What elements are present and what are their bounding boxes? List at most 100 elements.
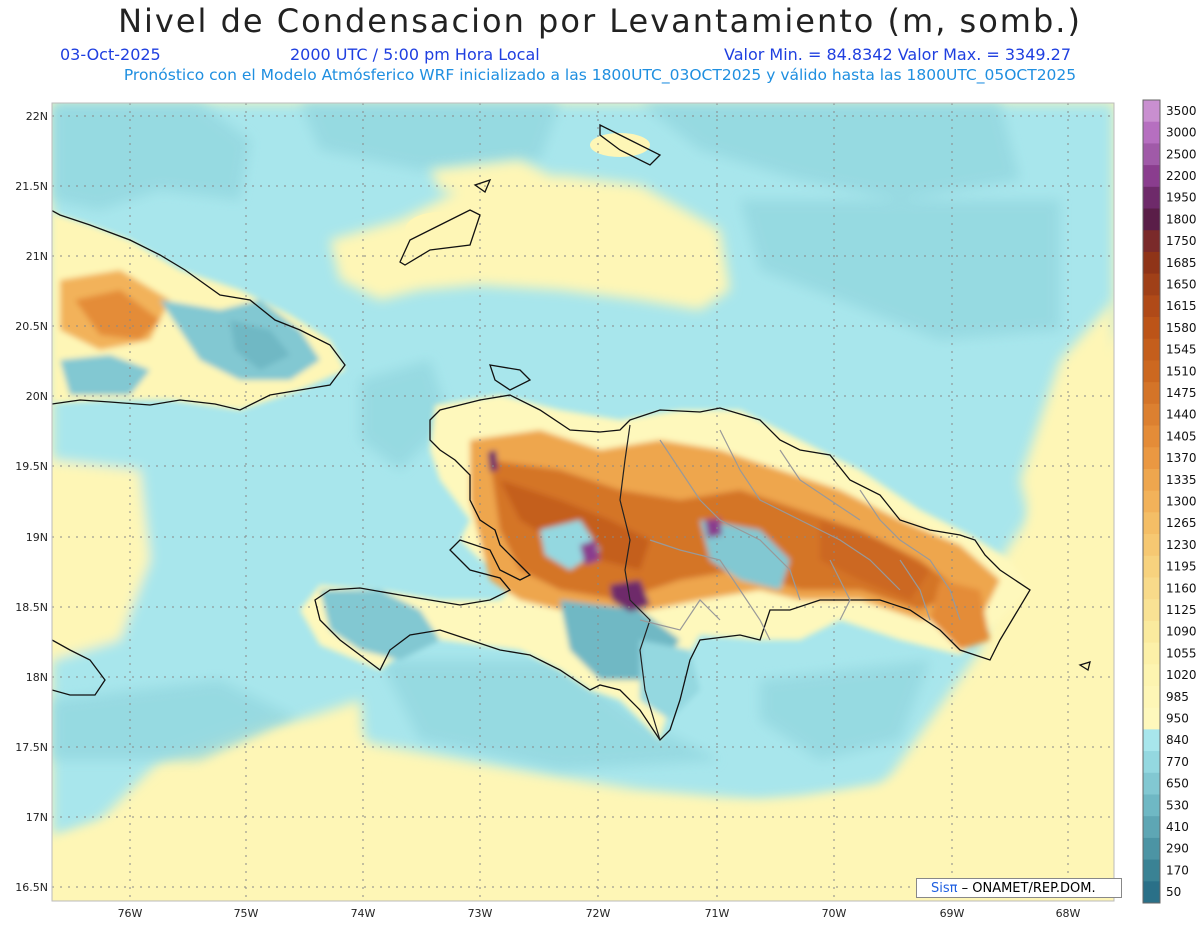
model-info-label: Pronóstico con el Modelo Atmósferico WRF… bbox=[123, 66, 1077, 84]
lat-label: 22N bbox=[26, 110, 48, 123]
colorbar-swatch bbox=[1143, 534, 1160, 557]
colorbar-label: 1335 bbox=[1166, 473, 1197, 487]
turks-caicos-coastline bbox=[599, 123, 662, 166]
time-label: 2000 UTC / 5:00 pm Hora Local bbox=[290, 45, 540, 64]
sis-logo-text: Sisπ bbox=[931, 881, 958, 896]
colorbar-swatch bbox=[1143, 642, 1160, 665]
colorbar-swatch bbox=[1143, 230, 1160, 253]
lat-label: 20.5N bbox=[15, 320, 48, 333]
colorbar-swatch bbox=[1143, 881, 1160, 904]
colorbar-swatch bbox=[1143, 447, 1160, 470]
colorbar-label: 1580 bbox=[1166, 321, 1197, 335]
colorbar-swatch bbox=[1143, 403, 1160, 427]
tortuga-coastline bbox=[489, 364, 532, 391]
lat-label: 17N bbox=[26, 811, 48, 824]
colorbar-label: 840 bbox=[1166, 733, 1189, 747]
colorbar-label: 1160 bbox=[1166, 581, 1197, 595]
colorbar-swatch bbox=[1143, 121, 1160, 144]
colorbar-label: 1800 bbox=[1166, 212, 1197, 226]
colorbar-label: 650 bbox=[1166, 777, 1189, 791]
colorbar-label: 770 bbox=[1166, 755, 1189, 769]
map-area bbox=[52, 103, 1114, 901]
colorbar-swatch bbox=[1143, 468, 1160, 492]
colorbar-swatch bbox=[1143, 186, 1160, 210]
lat-label: 19.5N bbox=[15, 460, 48, 473]
colorbar-swatch bbox=[1143, 251, 1160, 275]
credit-org: – ONAMET/REP.DOM. bbox=[957, 881, 1096, 896]
colorbar-swatch bbox=[1143, 360, 1160, 383]
colorbar-label: 3000 bbox=[1166, 126, 1197, 140]
colorbar-swatch bbox=[1143, 208, 1160, 231]
colorbar-swatch bbox=[1143, 751, 1160, 774]
colorbar-swatch bbox=[1143, 664, 1160, 687]
lon-label: 71W bbox=[705, 907, 730, 920]
colorbar-swatch bbox=[1143, 317, 1160, 340]
colorbar-label: 985 bbox=[1166, 690, 1189, 704]
colorbar-label: 950 bbox=[1166, 712, 1189, 726]
colorbar-swatch bbox=[1143, 273, 1160, 296]
map-frame bbox=[51, 102, 1115, 902]
country-border bbox=[619, 424, 661, 741]
colorbar-label: 1950 bbox=[1166, 191, 1197, 205]
province-boundaries bbox=[639, 429, 961, 641]
credit-badge: Sisπ – ONAMET/REP.DOM. bbox=[916, 878, 1122, 898]
cuba-coastline bbox=[52, 209, 346, 411]
colorbar-frame bbox=[1142, 99, 1161, 904]
colorbar-swatch bbox=[1143, 707, 1160, 730]
coastlines bbox=[52, 123, 1091, 742]
lat-label: 19N bbox=[26, 531, 48, 544]
lat-label: 18.5N bbox=[15, 601, 48, 614]
hispaniola-coastline bbox=[314, 394, 1031, 742]
colorbar-label: 1545 bbox=[1166, 343, 1197, 357]
colorbar-label: 1405 bbox=[1166, 429, 1197, 443]
lon-label: 75W bbox=[234, 907, 259, 920]
colorbar-swatch bbox=[1143, 729, 1160, 752]
inagua-coastline bbox=[399, 209, 481, 266]
colorbar-label: 290 bbox=[1166, 842, 1189, 856]
colorbar-label: 530 bbox=[1166, 798, 1189, 812]
colorbar-label: 410 bbox=[1166, 820, 1189, 834]
colorbar-label: 1685 bbox=[1166, 256, 1197, 270]
colorbar-label: 1090 bbox=[1166, 625, 1197, 639]
lat-label: 21.5N bbox=[15, 180, 48, 193]
colorbar-swatch bbox=[1143, 143, 1160, 166]
colorbar-label: 1265 bbox=[1166, 516, 1197, 530]
colorbar-label: 1055 bbox=[1166, 646, 1197, 660]
colorbar-swatch bbox=[1143, 816, 1160, 839]
mona-coastline bbox=[1078, 661, 1091, 672]
colorbar-label: 1615 bbox=[1166, 299, 1197, 313]
lat-label: 18N bbox=[26, 671, 48, 684]
lat-label: 21N bbox=[26, 250, 48, 263]
colorbar-swatch bbox=[1143, 490, 1160, 513]
colorbar-swatch bbox=[1143, 382, 1160, 405]
colorbar-label: 1440 bbox=[1166, 408, 1197, 422]
colorbar-swatch bbox=[1143, 685, 1160, 709]
colorbar-label: 3500 bbox=[1166, 104, 1197, 118]
lcl-field-cuba bbox=[52, 213, 345, 410]
lon-label: 70W bbox=[822, 907, 847, 920]
latitude-labels: 22N 21.5N 21N 20.5N 20N 19.5N 19N 18.5N … bbox=[15, 110, 48, 894]
colorbar-label: 50 bbox=[1166, 885, 1181, 899]
lcl-field-yellow-ocean bbox=[52, 160, 1114, 901]
colorbar: 3500 3000 2500 2200 1950 1800 1750 1685 1650 1615… bbox=[1142, 99, 1197, 904]
colorbar-label: 1020 bbox=[1166, 668, 1197, 682]
lon-label: 73W bbox=[468, 907, 493, 920]
jamaica-coastline bbox=[52, 639, 106, 696]
colorbar-label: 170 bbox=[1166, 863, 1189, 877]
colorbar-swatch bbox=[1143, 837, 1160, 861]
colorbar-swatch bbox=[1143, 577, 1160, 600]
minmax-label: Valor Min. = 84.8342 Valor Max. = 3349.2… bbox=[724, 45, 1072, 64]
colorbar-label: 2200 bbox=[1166, 169, 1197, 183]
colorbar-label: 1650 bbox=[1166, 277, 1197, 291]
lon-label: 69W bbox=[940, 907, 965, 920]
lcl-field-hispaniola bbox=[300, 395, 1030, 740]
lat-label: 20N bbox=[26, 390, 48, 403]
graticule bbox=[52, 103, 1114, 901]
colorbar-swatch bbox=[1143, 555, 1160, 578]
colorbar-swatch bbox=[1143, 620, 1160, 644]
colorbar-swatch bbox=[1143, 425, 1160, 448]
colorbar-label: 1370 bbox=[1166, 451, 1197, 465]
colorbar-label: 1510 bbox=[1166, 364, 1197, 378]
colorbar-swatch bbox=[1143, 512, 1160, 535]
